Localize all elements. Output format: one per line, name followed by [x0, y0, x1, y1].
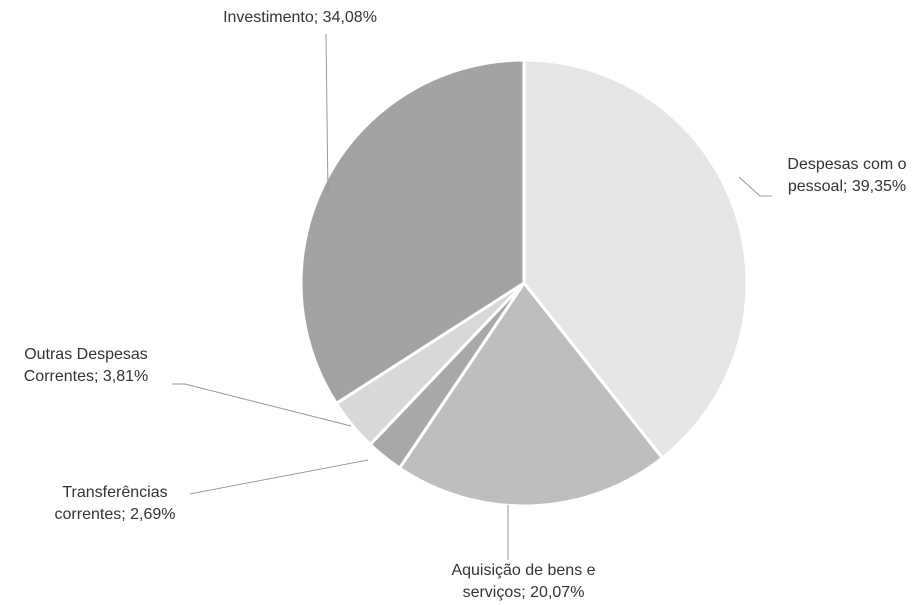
- pie-slice: [397, 280, 665, 508]
- pie: [299, 58, 749, 508]
- data-label: Investimento; 34,08%: [223, 9, 377, 26]
- leader-line: [738, 176, 772, 197]
- leader-line: [325, 33, 329, 197]
- leader-line: [172, 383, 352, 427]
- data-label: Transferências correntes; 2,69%: [54, 484, 176, 523]
- pie-slice: [299, 58, 526, 406]
- data-label: Despesas com o pessoal; 39,35%: [787, 156, 907, 195]
- data-label: Outras Despesas Correntes; 3,81%: [23, 346, 149, 385]
- leader-line: [189, 459, 369, 495]
- data-label: Aquisição de bens e serviços; 20,07%: [451, 562, 596, 601]
- pie-slice: [522, 58, 749, 461]
